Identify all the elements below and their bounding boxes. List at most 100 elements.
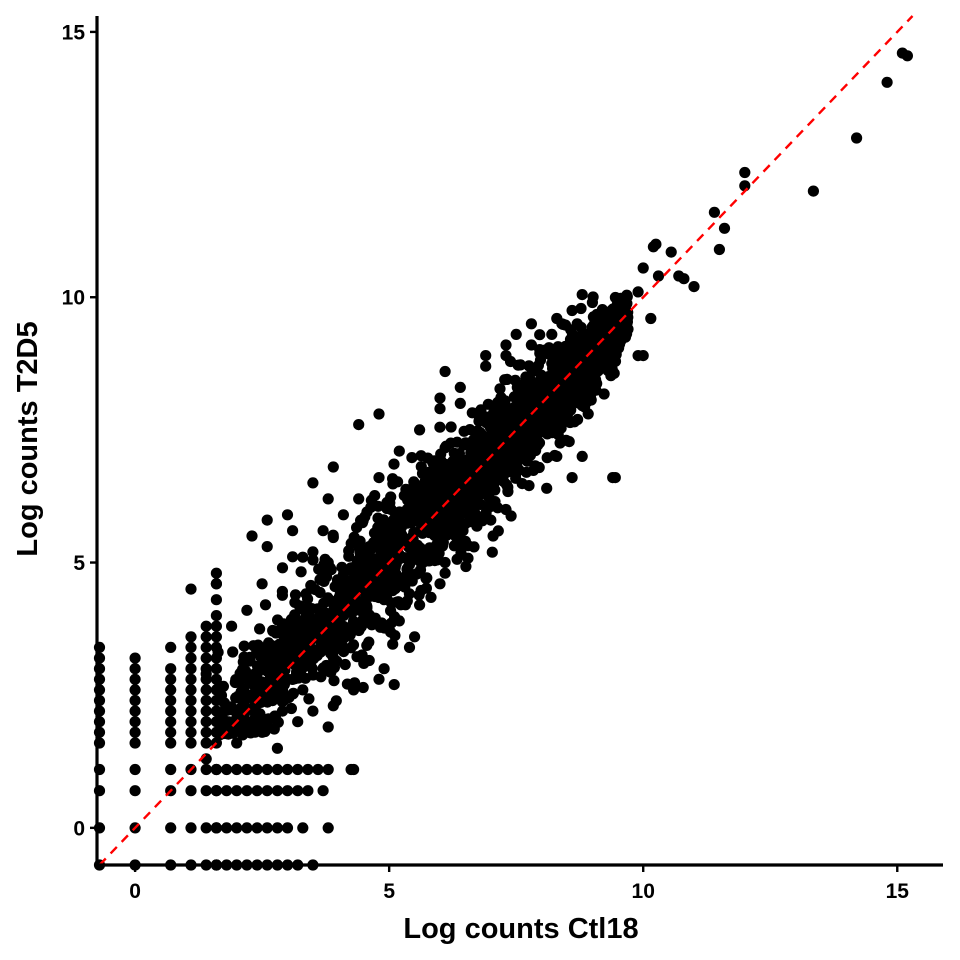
data-point xyxy=(276,705,289,717)
data-point xyxy=(307,554,319,566)
data-point xyxy=(460,437,472,449)
data-point xyxy=(165,673,177,685)
data-point xyxy=(129,705,141,717)
data-point xyxy=(358,657,370,670)
data-point xyxy=(493,416,505,428)
data-point xyxy=(665,246,677,258)
data-point xyxy=(523,480,535,492)
data-point xyxy=(292,763,304,776)
data-point xyxy=(200,726,212,738)
data-point xyxy=(261,514,273,526)
data-point xyxy=(347,639,360,651)
data-point xyxy=(210,631,222,643)
data-point xyxy=(459,498,471,510)
data-point xyxy=(200,684,212,696)
data-point xyxy=(254,623,266,635)
data-point xyxy=(129,737,141,749)
data-point xyxy=(231,737,243,749)
data-point xyxy=(129,716,141,728)
data-point xyxy=(226,620,238,632)
data-point xyxy=(227,646,239,658)
data-point xyxy=(129,763,141,776)
data-point xyxy=(387,473,399,485)
data-point xyxy=(522,403,534,415)
x-tick-label: 0 xyxy=(129,880,141,903)
data-point xyxy=(200,668,212,680)
data-point xyxy=(454,381,466,393)
data-point xyxy=(317,623,329,636)
data-point xyxy=(367,565,379,577)
data-point xyxy=(688,281,700,293)
data-point xyxy=(598,388,610,400)
data-point xyxy=(432,464,444,476)
data-point xyxy=(336,561,348,573)
data-point xyxy=(420,582,432,594)
data-point xyxy=(718,222,731,234)
data-point xyxy=(645,312,657,325)
data-point xyxy=(165,663,177,675)
data-point xyxy=(361,603,373,615)
data-point xyxy=(437,479,449,491)
data-point xyxy=(445,421,457,433)
data-point xyxy=(451,436,463,448)
data-point xyxy=(251,785,263,797)
data-point xyxy=(353,582,365,594)
data-point xyxy=(210,822,222,834)
data-point xyxy=(165,822,177,834)
data-point xyxy=(434,421,446,433)
data-point xyxy=(322,822,334,834)
data-point xyxy=(290,625,302,637)
data-point xyxy=(185,716,197,728)
data-point xyxy=(439,567,451,579)
data-point xyxy=(200,631,212,643)
data-point xyxy=(200,716,212,728)
data-point xyxy=(276,585,288,598)
data-point xyxy=(409,631,421,643)
data-point xyxy=(328,675,340,687)
data-point xyxy=(546,328,558,340)
data-point xyxy=(553,351,565,363)
data-point xyxy=(353,419,365,431)
data-point xyxy=(487,530,499,542)
data-point xyxy=(210,610,222,622)
data-point xyxy=(271,763,283,776)
data-point xyxy=(210,705,222,717)
data-point xyxy=(318,575,330,588)
data-point xyxy=(185,822,197,834)
data-point xyxy=(238,640,250,652)
data-point xyxy=(496,442,508,454)
data-point xyxy=(271,822,283,834)
data-point xyxy=(185,726,197,738)
data-point xyxy=(851,132,863,144)
data-point xyxy=(129,663,141,675)
data-point xyxy=(561,354,573,366)
data-point xyxy=(637,262,649,274)
data-point xyxy=(471,456,483,468)
data-point xyxy=(406,452,418,464)
data-point xyxy=(415,461,427,473)
data-point xyxy=(280,639,292,651)
data-point xyxy=(222,728,234,740)
data-point xyxy=(210,785,222,797)
data-point xyxy=(526,414,538,426)
data-point xyxy=(185,652,197,664)
data-point xyxy=(708,206,721,218)
data-point xyxy=(274,651,287,664)
data-point xyxy=(501,373,513,385)
data-point xyxy=(494,383,506,395)
data-point xyxy=(489,496,501,508)
y-axis-title: Log counts T2D5 xyxy=(12,321,44,556)
data-point xyxy=(322,493,334,505)
data-point xyxy=(552,341,564,353)
data-point xyxy=(250,680,262,693)
y-tick-label: 15 xyxy=(62,21,86,44)
data-point xyxy=(609,472,621,484)
data-point xyxy=(165,726,177,738)
data-point xyxy=(414,424,426,436)
data-point xyxy=(210,684,222,696)
x-tick-label: 15 xyxy=(886,880,910,903)
data-point xyxy=(556,368,568,380)
data-point xyxy=(901,50,914,62)
data-point xyxy=(387,638,399,650)
